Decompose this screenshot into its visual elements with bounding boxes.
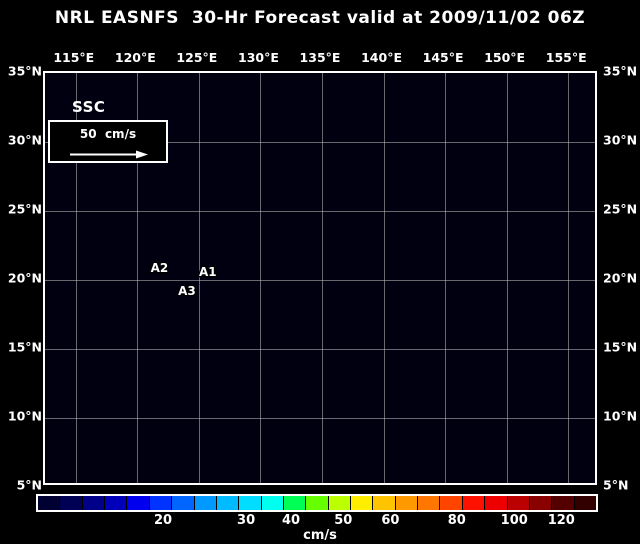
colorbar-cell bbox=[306, 496, 329, 510]
colorbar-cell bbox=[373, 496, 396, 510]
lat-tick-label-right: 20°N bbox=[603, 270, 638, 286]
lon-tick-label: 115°E bbox=[53, 50, 95, 65]
colorbar-cell bbox=[351, 496, 374, 510]
lon-tick-label: 140°E bbox=[361, 50, 402, 65]
right-arrow-icon bbox=[70, 150, 148, 159]
vector-scale-box: 50 cm/s bbox=[48, 120, 168, 163]
vector-scale-label: 50 cm/s bbox=[79, 127, 137, 141]
colorbar-tick-label: 40 bbox=[282, 513, 301, 528]
region-label-a1: A1 bbox=[198, 265, 217, 280]
lon-tick-label: 130°E bbox=[237, 50, 279, 65]
lat-tick-label-right: 5°N bbox=[603, 477, 629, 493]
colorbar-units-label: cm/s bbox=[303, 528, 337, 543]
colorbar-cell bbox=[485, 496, 508, 510]
colorbar-cell bbox=[574, 496, 596, 510]
colorbar-cell bbox=[328, 496, 352, 510]
colorbar-cell bbox=[127, 496, 150, 510]
ssc-label: SSC bbox=[72, 98, 106, 116]
region-label-a2: A2 bbox=[150, 261, 169, 276]
colorbar-cell bbox=[105, 496, 128, 510]
colorbar-tick-label: 80 bbox=[447, 513, 466, 528]
colorbar-cell bbox=[239, 496, 262, 510]
lat-tick-label-left: 10°N bbox=[7, 408, 42, 424]
map-panel[interactable]: A2 A1 A3 bbox=[43, 71, 597, 485]
colorbar-cell bbox=[552, 496, 575, 510]
colorbar-tick-label: 60 bbox=[381, 513, 400, 528]
lat-tick-label-left: 20°N bbox=[7, 270, 42, 286]
lon-tick-label: 155°E bbox=[545, 50, 587, 65]
colorbar bbox=[36, 494, 598, 512]
colorbar-cell bbox=[395, 496, 419, 510]
lon-tick-label: 150°E bbox=[484, 50, 526, 65]
region-label-a3: A3 bbox=[178, 283, 196, 298]
colorbar-cell bbox=[60, 496, 83, 510]
colorbar-cell bbox=[507, 496, 530, 510]
colorbar-tick-label: 20 bbox=[153, 513, 173, 528]
lon-tick-label: 120°E bbox=[114, 50, 156, 65]
page-title: NRL EASNFS 30-Hr Forecast valid at 2009/… bbox=[54, 8, 586, 28]
colorbar-cell bbox=[194, 496, 217, 510]
lat-tick-label-left: 25°N bbox=[7, 201, 42, 217]
colorbar-cell bbox=[82, 496, 106, 510]
lon-tick-label: 145°E bbox=[422, 50, 464, 65]
colorbar-cell bbox=[216, 496, 240, 510]
colorbar-tick-label: 120 bbox=[547, 513, 575, 528]
lat-tick-label-right: 15°N bbox=[603, 339, 638, 355]
lat-tick-label-left: 5°N bbox=[16, 477, 42, 493]
lat-tick-label-right: 30°N bbox=[603, 132, 638, 148]
lon-tick-label: 125°E bbox=[176, 50, 218, 65]
colorbar-cell bbox=[440, 496, 463, 510]
colorbar-cell bbox=[529, 496, 553, 510]
colorbar-cell bbox=[172, 496, 195, 510]
lat-tick-label-left: 30°N bbox=[7, 132, 42, 148]
colorbar-cell bbox=[38, 496, 61, 510]
colorbar-cell bbox=[149, 496, 173, 510]
colorbar-cell bbox=[261, 496, 284, 510]
colorbar-tick-label: 50 bbox=[334, 513, 353, 528]
lat-tick-label-right: 10°N bbox=[603, 408, 638, 424]
lat-tick-label-right: 35°N bbox=[603, 63, 638, 79]
lat-tick-label-right: 25°N bbox=[603, 201, 638, 217]
colorbar-cell bbox=[462, 496, 486, 510]
colorbar-tick-label: 100 bbox=[500, 513, 528, 528]
colorbar-tick-label: 30 bbox=[237, 513, 256, 528]
colorbar-cell bbox=[418, 496, 441, 510]
lon-tick-label: 135°E bbox=[299, 50, 341, 65]
lat-tick-label-left: 35°N bbox=[7, 63, 42, 79]
lat-tick-label-left: 15°N bbox=[7, 339, 42, 355]
colorbar-cell bbox=[283, 496, 307, 510]
